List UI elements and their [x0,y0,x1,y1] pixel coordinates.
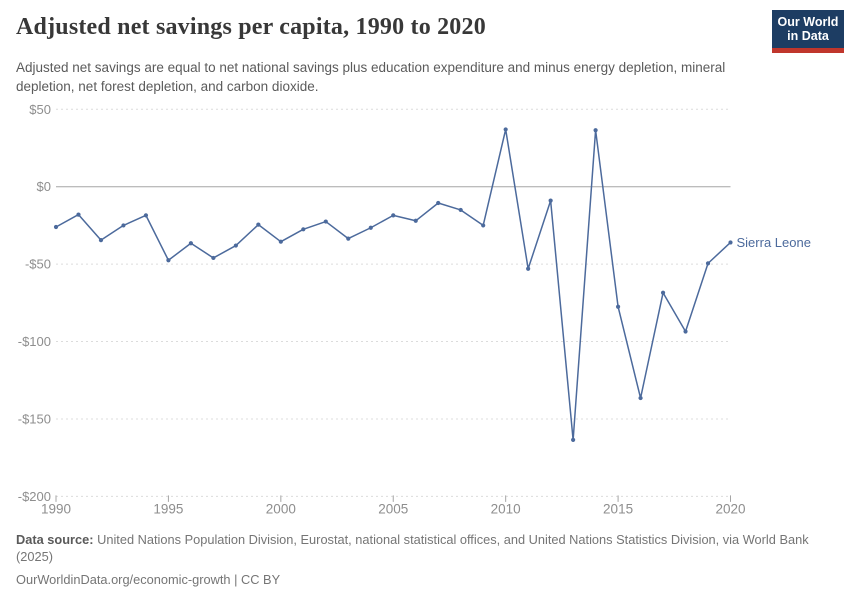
data-point[interactable] [638,395,643,401]
x-tick-label: 2015 [603,502,633,517]
data-point[interactable] [98,238,104,243]
y-tick-label: -$100 [18,334,51,349]
data-point[interactable] [705,261,711,266]
data-point[interactable] [503,127,508,132]
owid-url-link[interactable]: OurWorldinData.org/economic-growth [16,572,231,587]
y-tick-label: $0 [37,179,51,194]
data-source-label: Data source: [16,532,94,547]
series-entity-label: Sierra Leone [737,235,811,250]
series-line[interactable] [55,128,732,441]
data-point[interactable] [256,222,261,227]
data-point[interactable] [660,290,666,295]
page-title: Adjusted net savings per capita, 1990 to… [16,14,486,40]
x-tick-label: 2000 [266,502,296,517]
y-tick-label: -$50 [25,257,51,272]
data-point[interactable] [211,255,216,261]
data-point[interactable] [188,241,193,246]
chart-subtitle: Adjusted net savings are equal to net na… [16,60,726,94]
logo-text-line1: Our World [777,15,839,29]
data-point[interactable] [368,225,373,230]
data-point[interactable] [76,212,81,217]
data-point[interactable] [391,213,396,218]
x-tick-label: 2010 [491,502,521,517]
data-point[interactable] [301,227,306,232]
x-tick-label: 1995 [153,502,183,517]
y-tick-label: -$200 [18,489,51,504]
y-tick-label: -$150 [18,411,51,426]
data-point[interactable] [481,223,486,228]
data-point[interactable] [571,437,576,442]
data-point[interactable] [121,223,126,228]
data-point[interactable] [166,258,171,263]
citation-line: OurWorldinData.org/economic-growth | CC … [16,571,828,588]
data-point[interactable] [233,243,238,248]
data-point[interactable] [683,329,688,334]
data-point[interactable] [526,266,531,271]
chart-footer: Data source: United Nations Population D… [16,531,828,588]
data-point[interactable] [593,128,598,133]
data-point[interactable] [143,213,149,218]
data-point[interactable] [548,198,553,203]
logo-text-line2: in Data [787,29,829,43]
data-point[interactable] [615,304,621,309]
data-point[interactable] [323,219,328,224]
data-point[interactable] [458,207,463,213]
y-tick-label: $50 [29,102,51,117]
x-tick-label: 2020 [715,502,745,517]
data-point[interactable] [728,240,733,245]
owid-logo[interactable]: Our World in Data [772,10,844,53]
x-tick-label: 2005 [378,502,408,517]
x-tick-label: 1990 [41,502,71,517]
data-point[interactable] [346,236,351,241]
license-text: | CC BY [230,572,281,587]
data-point[interactable] [413,218,418,223]
data-point[interactable] [53,224,59,230]
data-source-text: Data source: United Nations Population D… [16,532,809,564]
data-point[interactable] [436,200,441,206]
data-point[interactable] [278,239,283,244]
